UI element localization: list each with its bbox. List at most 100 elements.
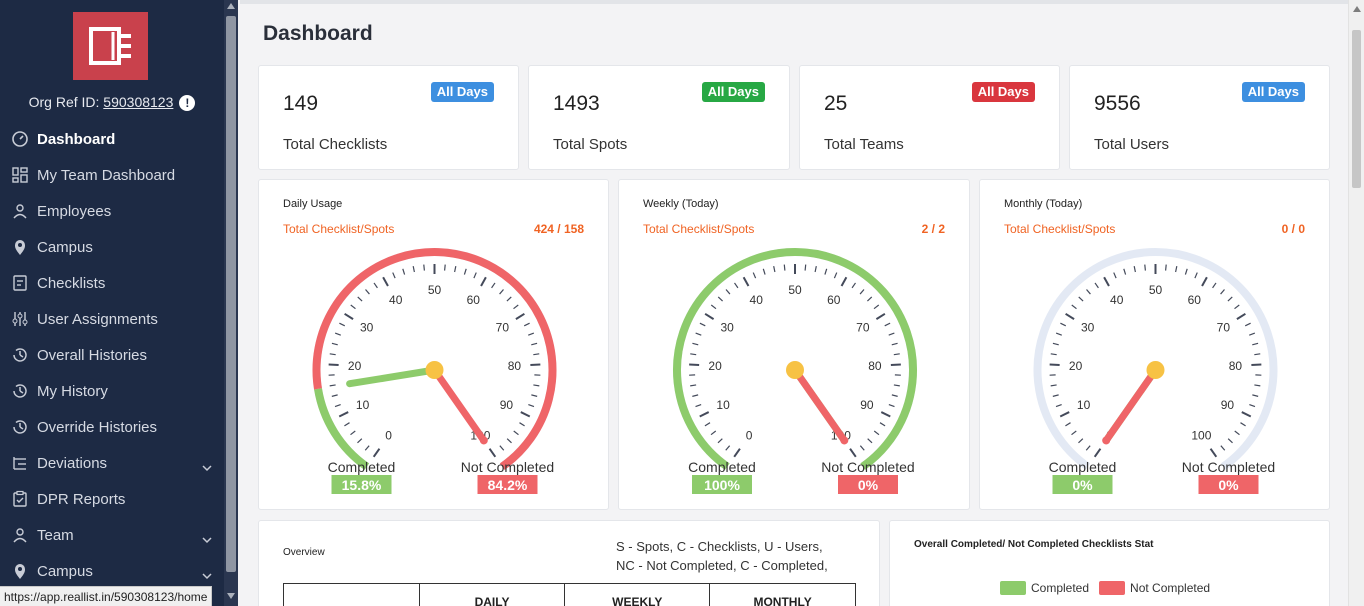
sidebar-item-overall-histories[interactable]: Overall Histories	[0, 337, 224, 373]
gauge-tick-label: 60	[827, 293, 841, 307]
gauge-tick	[513, 304, 519, 310]
history-icon	[11, 382, 29, 400]
gauge-tick-label: 90	[860, 398, 874, 412]
stat-badge: All Days	[701, 82, 765, 102]
sidebar-item-dashboard[interactable]: Dashboard	[0, 121, 224, 157]
gauge-tick	[851, 282, 856, 289]
gauge-band-completed	[673, 248, 917, 470]
legend-swatch-completed[interactable]	[1000, 581, 1026, 595]
sidebar-item-campus[interactable]: Campus	[0, 553, 224, 589]
gauge-tick	[717, 438, 723, 444]
info-icon[interactable]: !	[179, 95, 196, 112]
gauge-tick	[692, 342, 699, 346]
gauge-tick	[491, 282, 496, 289]
stat-value: 25	[824, 92, 848, 115]
chevron-down-icon[interactable]	[202, 459, 212, 476]
gauge-needle-tip	[840, 436, 849, 445]
stat-card-checklists[interactable]: 149 Total Checklists All Days	[258, 65, 519, 170]
sidebar-scroll-thumb[interactable]	[226, 16, 236, 572]
gauge-tick-label: 80	[1229, 359, 1243, 373]
gauge-tick	[1234, 304, 1240, 310]
gauge-subtitle: Total Checklist/Spots	[643, 222, 755, 236]
gauge-tick	[1201, 276, 1208, 287]
sidebar-item-override-histories[interactable]: Override Histories	[0, 409, 224, 445]
gauge-tick	[1227, 438, 1233, 444]
sidebar-item-checklists[interactable]: Checklists	[0, 265, 224, 301]
gauge-tick-label: 0	[746, 429, 753, 443]
gauge-tick	[752, 272, 757, 279]
gauge-tick	[331, 342, 338, 346]
sidebar-item-employees[interactable]: Employees	[0, 193, 224, 229]
legend-label-completed[interactable]: Completed	[1031, 581, 1090, 595]
gauge-tick-label: 70	[1217, 321, 1231, 335]
overall-stat-card: Overall Completed/ Not Completed Checkli…	[889, 520, 1330, 606]
sidebar-item-team[interactable]: Team	[0, 517, 224, 553]
main-scroll-thumb[interactable]	[1352, 30, 1361, 188]
stat-card-users[interactable]: 9556 Total Users All Days	[1069, 65, 1330, 170]
gauge-tick	[1220, 289, 1225, 295]
overview-note-line2: NC - Not Completed, C - Completed,	[616, 558, 828, 573]
gauge-tick	[1055, 403, 1062, 408]
sidebar-item-my-history[interactable]: My History	[0, 373, 224, 409]
gauge-tick	[344, 422, 350, 427]
org-ref-id[interactable]: 590308123	[103, 94, 174, 110]
gauge-tick	[1065, 312, 1075, 320]
gauge-tick-label: 20	[348, 359, 362, 373]
gauge-tick	[804, 264, 807, 271]
gauge-subtitle: Total Checklist/Spots	[283, 222, 395, 236]
scroll-up-icon[interactable]	[1353, 6, 1361, 12]
chevron-down-icon[interactable]	[202, 567, 212, 584]
sidebar-item-label: Checklists	[37, 274, 106, 292]
gauge-tick	[725, 289, 731, 295]
gauge-needle-not-completed	[791, 366, 848, 444]
stat-value: 149	[283, 92, 319, 115]
gauge-tick	[1254, 353, 1261, 356]
sidebar-item-dpr-reports[interactable]: DPR Reports	[0, 481, 224, 517]
gauge-band-not-completed	[312, 248, 557, 470]
scroll-up-icon[interactable]	[227, 3, 235, 9]
main-scrollbar[interactable]	[1348, 0, 1364, 606]
gauge-tick	[1078, 296, 1084, 302]
gauge-tick-label: 40	[1110, 293, 1124, 307]
gauge-tick-label: 60	[1188, 293, 1202, 307]
gauge-tick	[1065, 422, 1071, 427]
legend-label-not-completed[interactable]: Not Completed	[1130, 581, 1211, 595]
sidebar-scrollbar[interactable]	[224, 0, 238, 606]
people-icon	[11, 526, 29, 544]
gauge-tick	[515, 312, 525, 320]
gauge-tick	[867, 438, 873, 444]
gauge-tick	[533, 353, 540, 356]
sidebar-item-user-assignments[interactable]: User Assignments	[0, 301, 224, 337]
gauge-tick	[1240, 422, 1246, 427]
gauge-tick	[692, 394, 699, 397]
stat-card-teams[interactable]: 25 Total Teams All Days	[799, 65, 1060, 170]
gauge-tick-label: 0	[385, 429, 392, 443]
chevron-down-icon[interactable]	[202, 531, 212, 548]
stat-card-spots[interactable]: 1493 Total Spots All Days	[528, 65, 790, 170]
gauge-tick-label: 50	[788, 283, 802, 297]
app-logo[interactable]	[73, 12, 148, 80]
scroll-down-icon[interactable]	[227, 593, 235, 599]
gauge-tick-label: 60	[467, 293, 481, 307]
stat-badge: All Days	[430, 82, 494, 102]
sidebar-item-deviations[interactable]: Deviations	[0, 445, 224, 481]
sidebar-nav: Dashboard My Team Dashboard Employees Campu…	[0, 121, 224, 589]
gauge-not-completed-pct: 0%	[858, 477, 879, 493]
gauge-not-completed-badge	[1198, 475, 1259, 494]
gauge-completed-badge	[331, 475, 392, 494]
logo-icon	[89, 27, 131, 65]
legend-swatch-not-completed[interactable]	[1099, 581, 1126, 595]
gauge-tick	[1144, 264, 1146, 271]
gauge-tick	[533, 384, 540, 387]
sidebar-item-my-team-dashboard[interactable]: My Team Dashboard	[0, 157, 224, 193]
gauge-tick	[873, 430, 880, 436]
gauge-tick	[329, 353, 336, 356]
sidebar-item-label: Deviations	[37, 454, 108, 472]
gauge-tick	[1052, 394, 1059, 397]
gauge-hub	[425, 361, 444, 379]
gauge-tick	[1252, 342, 1259, 346]
sidebar-item-campus[interactable]: Campus	[0, 229, 224, 265]
gauge-tick	[888, 403, 895, 408]
